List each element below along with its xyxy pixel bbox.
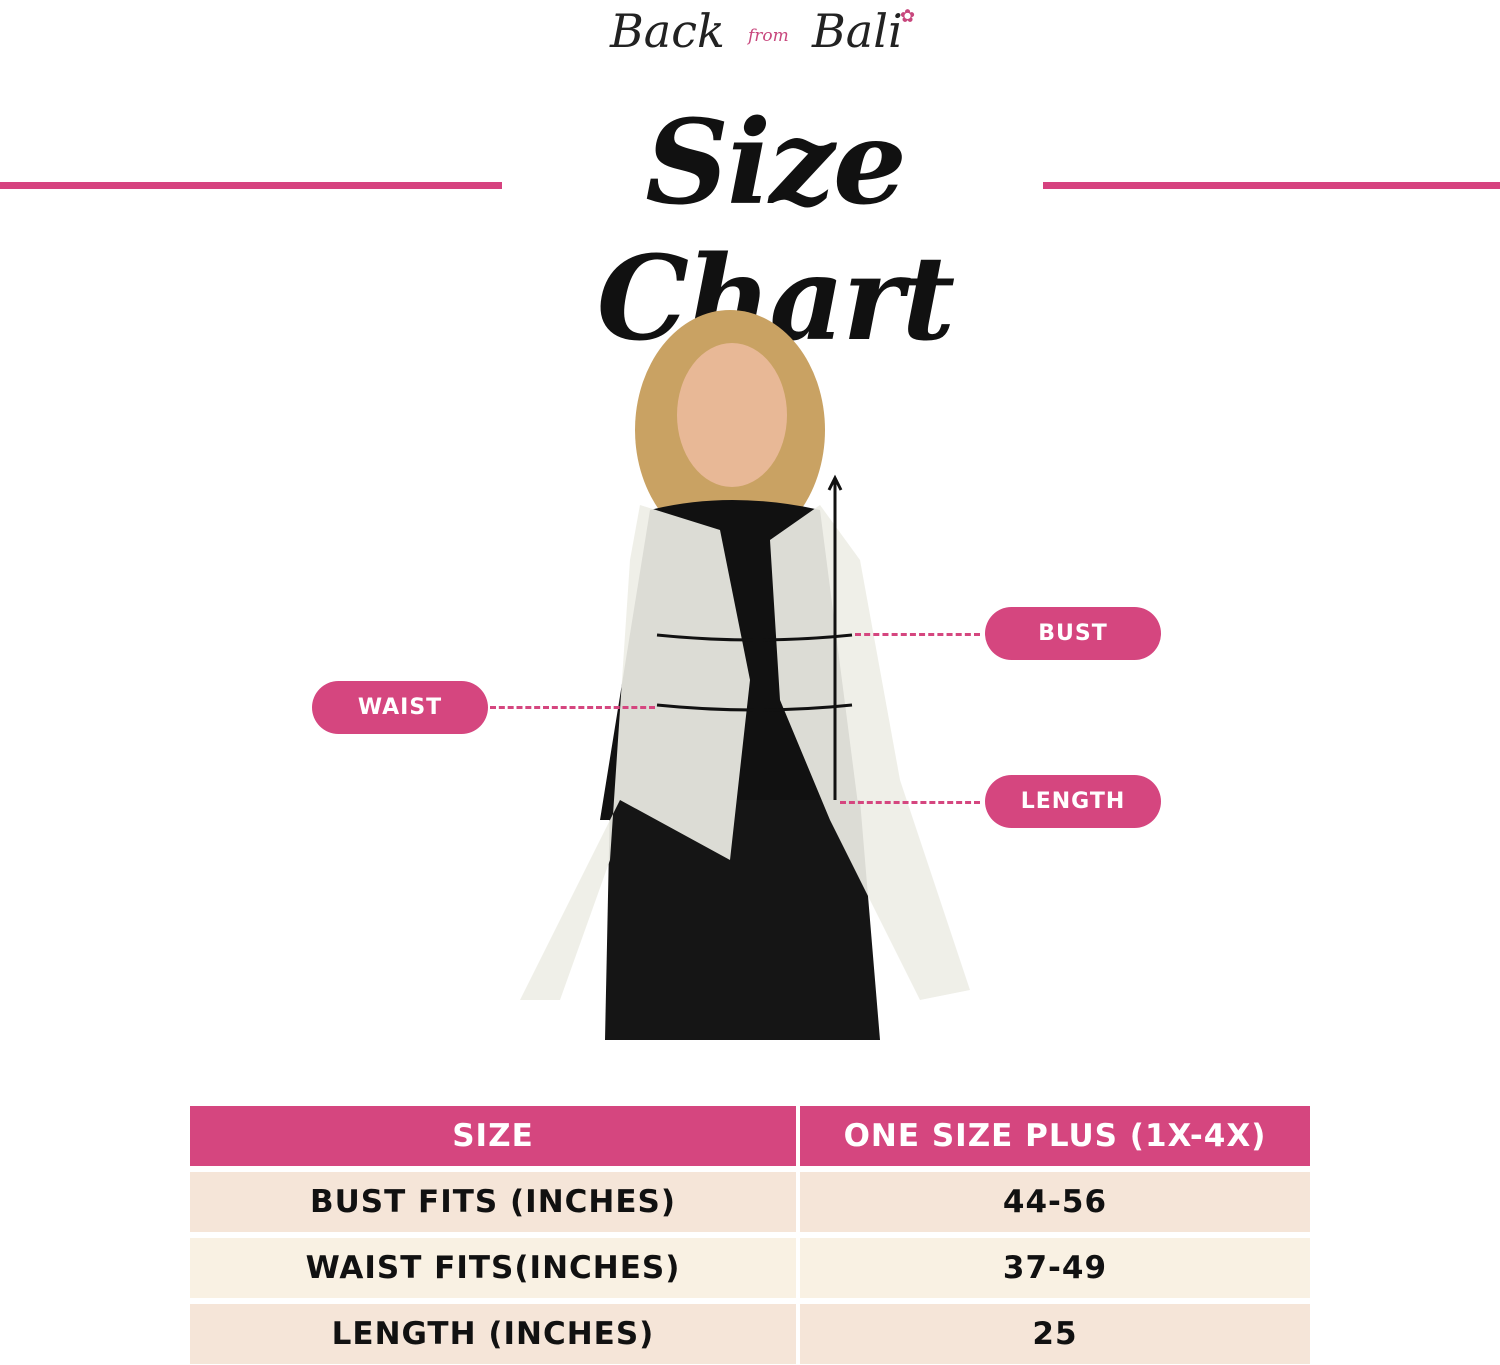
cardigan-left: [520, 505, 750, 1000]
page-title: Size Chart: [596, 95, 956, 367]
table-row: BUST FITS (INCHES) 44-56: [190, 1172, 1310, 1232]
row-value: 25: [800, 1304, 1310, 1364]
size-table: SIZE ONE SIZE PLUS (1X-4X) BUST FITS (IN…: [190, 1106, 1310, 1365]
table-row: WAIST FITS(INCHES) 37-49: [190, 1238, 1310, 1298]
waist-label: WAIST: [312, 681, 488, 734]
table-header: SIZE ONE SIZE PLUS (1X-4X): [190, 1106, 1310, 1166]
logo-text-from: from: [748, 26, 789, 46]
table-row: LENGTH (INCHES) 25: [190, 1304, 1310, 1364]
bust-label: BUST: [985, 607, 1161, 660]
title-rule-left: [0, 182, 502, 189]
header-size: SIZE: [190, 1106, 796, 1166]
bust-arrow: [656, 633, 853, 642]
waist-arrow: [656, 703, 853, 712]
face: [677, 343, 787, 487]
cardigan-right: [770, 505, 970, 1000]
header-one-size: ONE SIZE PLUS (1X-4X): [800, 1106, 1310, 1166]
pants: [605, 800, 880, 1040]
row-label: WAIST FITS(INCHES): [190, 1238, 796, 1298]
logo-text-bali: Bali: [812, 4, 903, 58]
title-rule-right: [1043, 182, 1500, 189]
flower-icon: ✿: [900, 6, 916, 27]
length-dashed-line: [840, 801, 980, 804]
row-value: 44-56: [800, 1172, 1310, 1232]
length-label: LENGTH: [985, 775, 1161, 828]
bust-dashed-line: [855, 633, 980, 636]
waist-dashed-line: [490, 706, 655, 709]
row-value: 37-49: [800, 1238, 1310, 1298]
logo-text-back: Back: [610, 4, 725, 58]
row-label: LENGTH (INCHES): [190, 1304, 796, 1364]
model-photo: [520, 310, 970, 1040]
length-arrowhead: [827, 474, 843, 491]
row-label: BUST FITS (INCHES): [190, 1172, 796, 1232]
brand-logo: Back from Bali ✿: [600, 0, 920, 75]
